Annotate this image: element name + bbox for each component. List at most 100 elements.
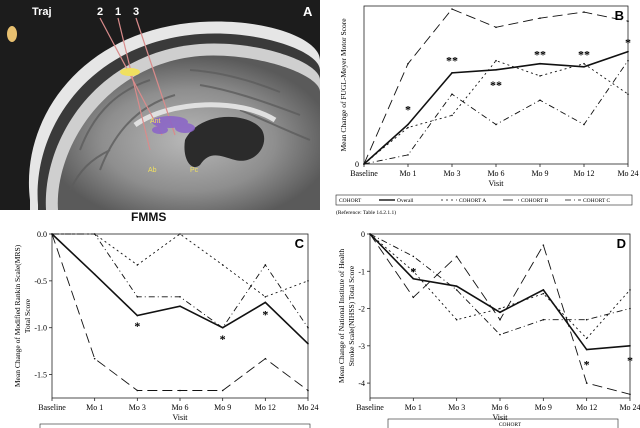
x-tick-label: Baseline	[356, 403, 384, 412]
y-tick-label: -3	[358, 342, 365, 351]
y-tick-label: 0.0	[37, 230, 47, 239]
panel-letter: D	[617, 236, 626, 251]
data-point	[93, 273, 96, 276]
series-line-cohort-a	[363, 60, 629, 165]
x-tick-label: Mo 12	[576, 403, 597, 412]
significance-marker: *	[262, 308, 268, 322]
x-tick-label: Mo 9	[214, 403, 231, 412]
panel-letter-a: A	[303, 4, 313, 19]
fmms-label: FMMS	[131, 210, 167, 224]
data-point	[307, 280, 309, 282]
data-point	[627, 50, 629, 53]
data-point	[136, 295, 139, 298]
x-tick-label: Mo 3	[443, 169, 460, 178]
y-axis-label: Mean Change of FUGL-Meyer Motor Score	[339, 18, 348, 152]
significance-marker: **	[490, 78, 502, 92]
burr-hole-marker	[120, 68, 140, 76]
plot-frame	[51, 233, 309, 399]
chart-panel-b: Baseline Mo 1 Mo 3 Mo 6 Mo 9 Mo 12 Mo 24 Visit M…	[324, 0, 640, 222]
legend-title: COHORT	[499, 422, 522, 428]
chart-panel-c: Baseline Mo 1 Mo 3 Mo 6 Mo 9 Mo 12 Mo 24 Visit 0…	[0, 222, 320, 428]
data-point	[542, 292, 545, 295]
significance-marker: *	[584, 357, 590, 371]
data-point	[369, 233, 371, 235]
y-tick-label: 0	[355, 160, 359, 169]
data-point	[455, 255, 458, 258]
significance-marker: *	[134, 319, 140, 333]
series-line-short-dash	[52, 233, 309, 298]
data-point	[307, 326, 309, 329]
data-point	[499, 318, 501, 321]
series-line-short-dash	[369, 233, 631, 340]
data-point	[93, 357, 96, 360]
data-point	[264, 264, 267, 266]
data-point	[585, 348, 588, 351]
y-tick-label: -1.5	[34, 371, 47, 380]
data-point	[542, 289, 545, 291]
data-point	[539, 62, 541, 65]
data-point	[363, 163, 365, 165]
data-point	[264, 301, 267, 304]
x-tick-label: Mo 9	[531, 169, 548, 178]
data-point	[455, 318, 458, 321]
plot-frame	[369, 233, 631, 399]
data-point	[412, 277, 415, 280]
x-tick-label: Mo 1	[405, 403, 422, 412]
data-point	[451, 72, 453, 74]
significance-marker: **	[446, 54, 458, 68]
data-point	[307, 342, 309, 345]
data-point	[51, 233, 53, 235]
rankin-chart: Baseline Mo 1 Mo 3 Mo 6 Mo 9 Mo 12 Mo 24 Visit 0…	[13, 230, 319, 428]
y-axis-label: Stroke Scale(NIHSS) Total Score	[347, 265, 356, 366]
data-point	[499, 311, 501, 314]
significance-marker: *	[625, 35, 631, 49]
x-tick-label: Mo 3	[448, 403, 465, 412]
data-point	[407, 123, 409, 126]
significance-marker: *	[220, 332, 226, 346]
y-tick-label: -1.0	[34, 324, 47, 333]
data-point	[539, 17, 541, 19]
region-label: Pc	[190, 167, 199, 174]
y-tick-label: 0	[361, 230, 365, 239]
data-point	[495, 69, 497, 71]
data-point	[585, 318, 588, 321]
x-axis-label: Visit	[488, 179, 504, 188]
series-line-long-dash	[51, 233, 309, 391]
data-point	[264, 357, 267, 360]
reference-note: (Reference: Table 14.2.1.1)	[336, 209, 396, 216]
data-point	[179, 305, 181, 307]
region-label: Ab	[148, 167, 157, 174]
x-tick-label: Mo 6	[491, 403, 508, 412]
data-point	[629, 393, 631, 396]
trajectory-number: 3	[133, 6, 139, 18]
mri-image-panel: Traj 2 1 3 Ant Pc Ab A	[0, 0, 320, 210]
data-point	[629, 289, 631, 291]
data-point	[221, 389, 224, 392]
data-point	[542, 244, 545, 246]
data-point	[451, 8, 453, 10]
nihss-chart: Baseline Mo 1 Mo 3 Mo 6 Mo 9 Mo 12 Mo 24 Visit 0…	[337, 230, 640, 428]
x-tick-label: Mo 24	[617, 169, 638, 178]
data-point	[629, 345, 631, 347]
x-tick-label: Baseline	[38, 403, 66, 412]
data-point	[499, 307, 501, 310]
x-tick-label: Mo 24	[297, 403, 318, 412]
data-point	[455, 285, 458, 287]
legend-entry: COHORT A	[459, 198, 486, 204]
data-point	[583, 123, 585, 126]
data-point	[407, 126, 409, 129]
x-axis-label: Visit	[172, 413, 188, 422]
y-axis-label: Mean Change of National Institute of Hea…	[337, 249, 346, 383]
region-label: Ant	[150, 118, 161, 125]
data-point	[179, 295, 181, 298]
y-axis-label: Mean Change of Modified Rankin Scale(MRS…	[13, 244, 22, 387]
series-line-long-dash	[369, 233, 631, 395]
data-point	[451, 93, 453, 95]
data-point	[136, 389, 139, 392]
data-point	[627, 20, 629, 22]
x-tick-label: Mo 24	[619, 403, 640, 412]
panel-letter: B	[615, 8, 624, 23]
legend-box	[39, 423, 311, 428]
series-line-solid	[51, 233, 309, 345]
y-tick-label: -1	[358, 267, 365, 276]
